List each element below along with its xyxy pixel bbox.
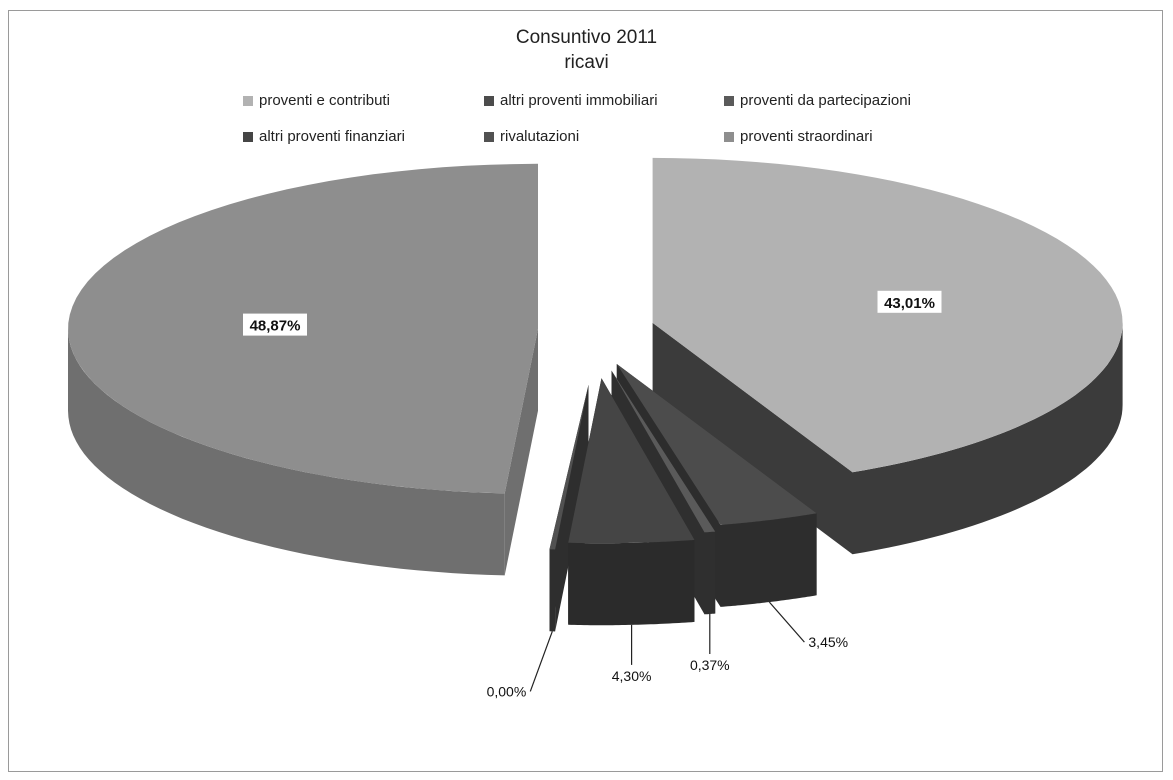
slice-top — [611, 370, 716, 533]
pie-slice-proventi-straordinari — [68, 163, 538, 576]
legend-item-proventi-da-partecipazioni: proventi da partecipazioni — [724, 92, 911, 109]
legend-label: proventi straordinari — [740, 128, 873, 145]
legend-label: altri proventi immobiliari — [500, 92, 658, 109]
legend-item-altri-proventi-finanziari: altri proventi finanziari — [243, 128, 405, 145]
slice-rim — [852, 322, 1123, 555]
legend-swatch — [724, 95, 734, 106]
legend-swatch — [243, 131, 253, 142]
legend-item-altri-proventi-immobiliari: altri proventi immobiliari — [484, 92, 658, 109]
legend-item-proventi-straordinari: proventi straordinari — [724, 128, 873, 145]
slice-top — [652, 157, 1123, 473]
slice-top — [549, 384, 589, 550]
slice-rim — [568, 539, 695, 626]
data-label-altri-proventi-finanziari: 4,30% — [612, 668, 652, 684]
data-label-altri-proventi-immobiliari: 3,45% — [808, 634, 848, 650]
data-label-proventi-straordinari: 48,87% — [250, 318, 301, 335]
slice-top — [616, 364, 817, 525]
legend-swatch — [243, 95, 253, 106]
pie-slice-altri-proventi-finanziari — [568, 378, 695, 626]
slice-rim — [68, 328, 505, 576]
chart-title: Consuntivo 2011 — [515, 27, 658, 48]
legend-label: proventi e contributi — [259, 92, 390, 109]
leader-line — [529, 631, 553, 692]
slice-top — [568, 378, 695, 544]
data-label-proventi-e-contributi: 43,01% — [884, 295, 935, 312]
legend-swatch — [724, 131, 734, 142]
data-label-rivalutazioni: 0,00% — [487, 683, 527, 699]
slice-wall — [549, 384, 589, 632]
pie-slice-proventi-e-contributi — [652, 157, 1123, 555]
slice-rim — [549, 549, 556, 632]
legend-swatch — [484, 131, 494, 142]
leader-line — [768, 601, 805, 643]
legend-label: altri proventi finanziari — [259, 128, 405, 145]
slice-wall — [504, 328, 538, 576]
data-label-proventi-da-partecipazioni: 0,37% — [690, 657, 730, 673]
slice-wall — [652, 322, 853, 555]
legend-label: rivalutazioni — [500, 128, 580, 145]
pie-slice-rivalutazioni — [549, 384, 589, 632]
legend-label: proventi da partecipazioni — [740, 92, 911, 109]
data-label-box — [243, 313, 307, 336]
legend-item-rivalutazioni: rivalutazioni — [484, 128, 579, 145]
chart-subtitle: ricavi — [564, 52, 609, 73]
slice-rim — [720, 513, 817, 607]
data-label-box — [877, 290, 942, 313]
legend-swatch — [484, 95, 494, 106]
slice-rim — [704, 531, 716, 615]
legend-item-proventi-e-contributi: proventi e contributi — [243, 92, 390, 109]
